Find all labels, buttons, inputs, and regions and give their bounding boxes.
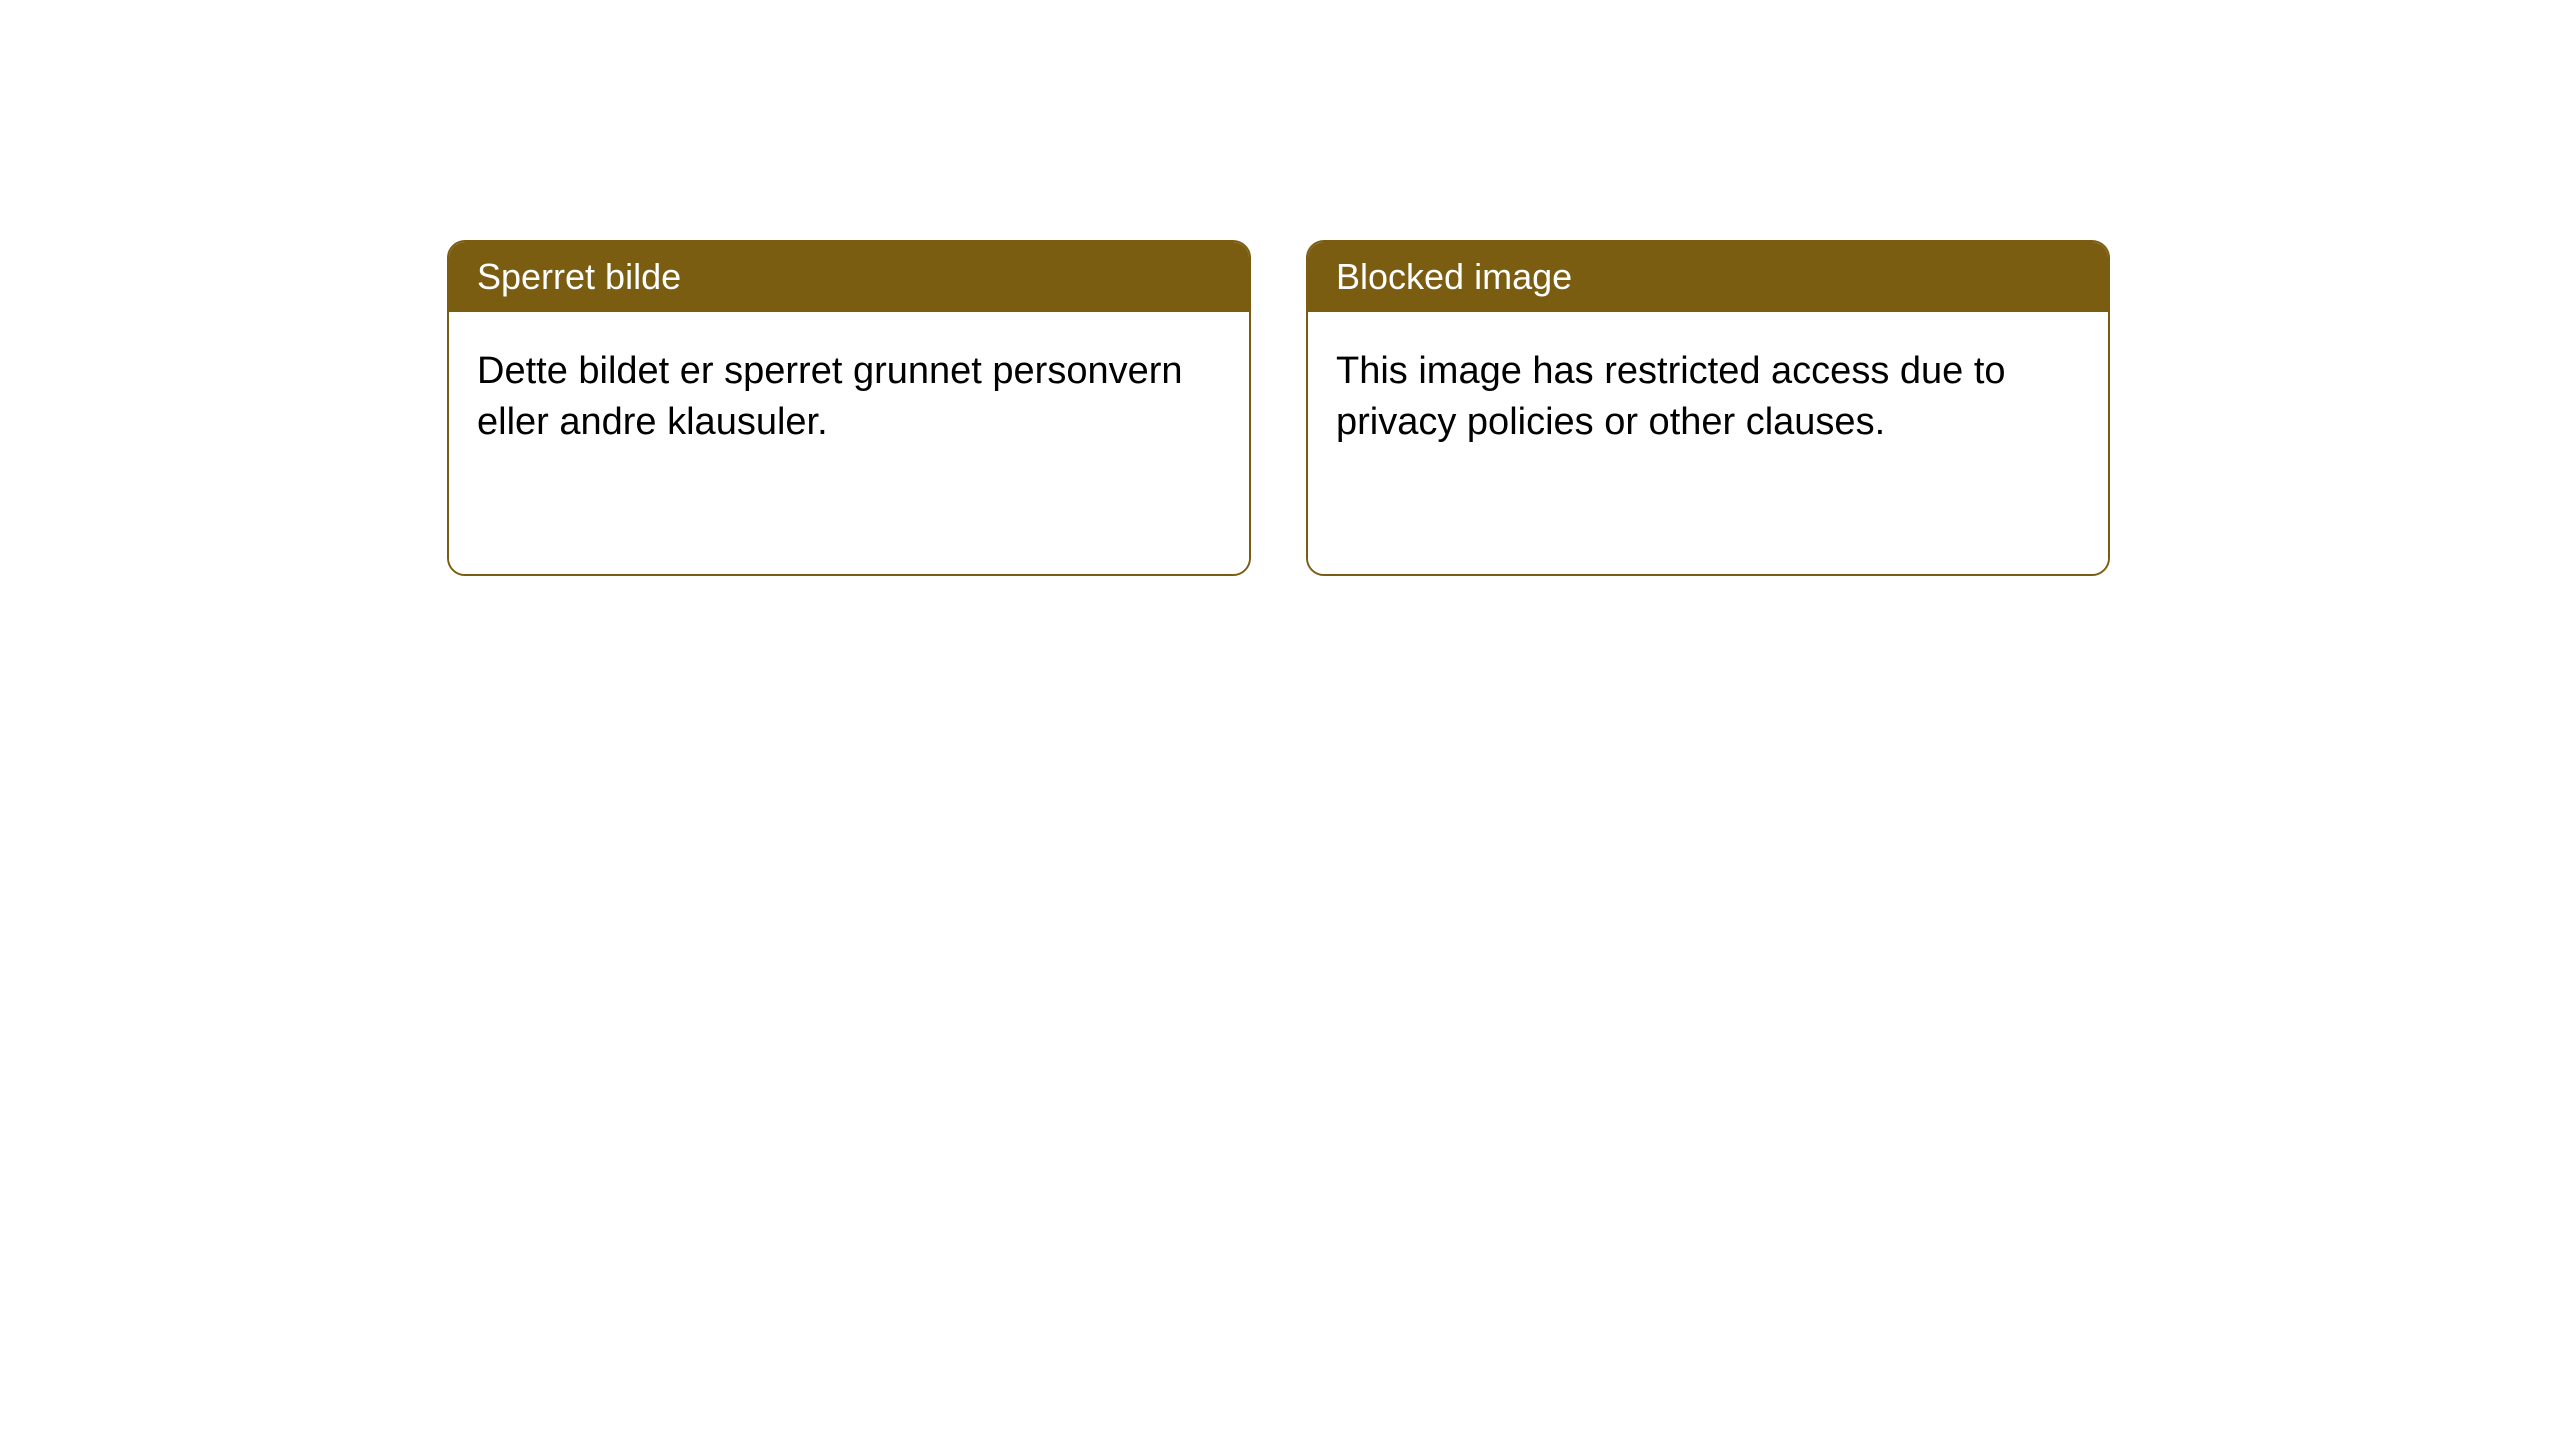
notice-container: Sperret bilde Dette bildet er sperret gr… <box>0 0 2560 576</box>
notice-title: Sperret bilde <box>449 242 1249 312</box>
notice-body: Dette bildet er sperret grunnet personve… <box>449 312 1249 574</box>
notice-title: Blocked image <box>1308 242 2108 312</box>
notice-body: This image has restricted access due to … <box>1308 312 2108 574</box>
notice-box-norwegian: Sperret bilde Dette bildet er sperret gr… <box>447 240 1251 576</box>
notice-box-english: Blocked image This image has restricted … <box>1306 240 2110 576</box>
